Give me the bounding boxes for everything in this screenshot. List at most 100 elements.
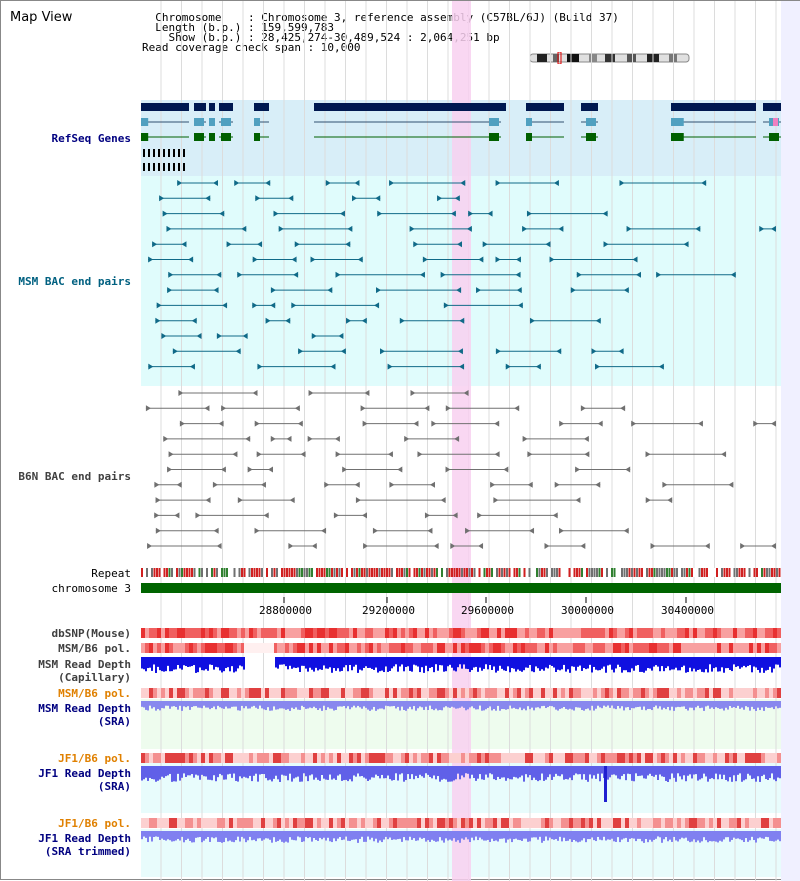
jf1-depth-trim-bar: [431, 831, 433, 840]
repeat-block: [296, 568, 298, 577]
msm-pol-cap-cell: [437, 643, 441, 653]
b6n-bac-end: [493, 497, 499, 504]
jf1-pol2-cell: [221, 818, 225, 828]
dbsnp-cell: [313, 628, 317, 638]
msm-depth-cap-bar: [185, 657, 187, 667]
b6n-bac-end: [155, 497, 161, 504]
msm-depth-cap-bar: [569, 657, 571, 673]
msm-bac-end: [216, 333, 222, 339]
msm-depth-sra-bar: [153, 701, 155, 708]
gene-exon-mark: [178, 149, 180, 157]
msm-depth-sra-bar: [427, 701, 429, 711]
repeat-block: [318, 568, 321, 577]
msm-depth-sra-bar: [147, 701, 149, 711]
msm-depth-cap-bar: [349, 657, 351, 665]
jf1-depth-sra-bar: [209, 766, 211, 780]
dbsnp-cell: [213, 628, 217, 638]
jf1-depth-trim-bar: [183, 831, 185, 843]
msm-depth-cap-bar: [591, 657, 593, 673]
jf1-pol-cell: [481, 753, 485, 763]
jf1-pol-cell: [453, 753, 457, 763]
jf1-depth-sra-bar: [729, 766, 731, 778]
msm-depth-sra-bar: [411, 701, 413, 710]
jf1-depth-sra-bar: [259, 766, 261, 775]
jf1-depth-sra-bar: [775, 766, 777, 782]
msm-pol-sra-cell: [217, 688, 221, 698]
dbsnp-cell: [305, 628, 309, 638]
jf1-depth-sra-bar: [249, 766, 251, 776]
msm-depth-sra-bar: [693, 701, 695, 711]
msm-depth-cap-bar: [407, 657, 409, 667]
jf1-pol-cell: [269, 753, 273, 763]
msm-depth-cap-bar: [553, 657, 555, 668]
msm-depth-cap-bar: [645, 657, 647, 671]
jf1-depth-trim-bar: [743, 831, 745, 843]
b6n-bac-end: [431, 420, 437, 427]
jf1-depth-trim-bar: [331, 831, 333, 843]
msm-depth-sra-bar: [247, 701, 249, 709]
msm-depth-cap-bar: [779, 657, 781, 668]
gene-exon: [221, 133, 231, 141]
msm-depth-cap-bar: [351, 657, 353, 671]
msm-pol-sra-cell: [709, 688, 713, 698]
msm-depth-cap-bar: [575, 657, 577, 671]
msm-depth-cap-bar: [203, 657, 205, 671]
msm-depth-sra-bar: [353, 701, 355, 706]
msm-depth-sra-bar: [675, 701, 677, 708]
msm-depth-sra-bar: [293, 701, 295, 709]
repeat-block: [481, 568, 483, 577]
jf1-depth-trim-bar: [585, 831, 587, 843]
msm-bac-end: [618, 348, 624, 355]
msm-depth-cap-bar: [441, 657, 443, 666]
msm-depth-cap-bar: [275, 657, 277, 668]
msm-depth-sra-bar: [155, 701, 157, 711]
gene-exon-mark: [173, 149, 175, 157]
jf1-depth-trim-bar: [617, 831, 619, 838]
msm-depth-cap-bar: [421, 657, 423, 668]
msm-pol-sra-cell: [513, 688, 517, 698]
jf1-depth-sra-bar: [213, 766, 215, 776]
jf1-depth-trim-bar: [537, 831, 539, 840]
repeat-block: [448, 568, 451, 577]
msm-pol-sra-cell: [389, 688, 393, 698]
jf1-pol2-cell: [769, 818, 773, 828]
msm-depth-sra-bar: [361, 701, 363, 709]
jf1-depth-trim-bar: [763, 831, 765, 839]
jf1-pol2-cell: [621, 818, 625, 828]
msm-pol-cap-cell: [213, 643, 217, 653]
msm-depth-sra-bar: [209, 701, 211, 710]
jf1-depth-sra-bar: [165, 766, 167, 777]
jf1-depth-sra-bar: [661, 766, 663, 777]
jf1-pol2-cell: [657, 818, 661, 828]
msm-depth-cap-bar: [381, 657, 383, 671]
msm-pol-sra-cell: [321, 688, 325, 698]
msm-bac-end: [205, 195, 211, 202]
msm-depth-cap-bar: [579, 657, 581, 666]
jf1-depth-trim-bar: [631, 831, 633, 839]
msm-bac-end: [387, 363, 393, 370]
jf1-depth-sra-bar: [263, 766, 265, 775]
jf1-depth-sra-bar: [523, 766, 525, 782]
msm-depth-cap-bar: [635, 657, 637, 666]
repeat-block: [263, 568, 266, 577]
msm-depth-sra-bar: [659, 701, 661, 707]
jf1-pol2-cell: [505, 818, 509, 828]
msm-depth-sra-bar: [385, 701, 387, 706]
repeat-block: [746, 568, 748, 577]
jf1-depth-trim-bar: [177, 831, 179, 839]
gene-exon-mark: [158, 149, 160, 157]
jf1-depth-sra-bar: [171, 766, 173, 782]
dbsnp-cell: [713, 628, 717, 638]
msm-pol-sra-cell: [745, 688, 749, 698]
jf1-depth-trim-bar: [299, 831, 301, 838]
msm-bac-end: [636, 271, 642, 278]
msm-depth-cap-bar: [293, 657, 295, 668]
msm-depth-cap-bar: [681, 657, 683, 668]
msm-bac-end: [476, 287, 482, 294]
jf1-depth-trim-bar: [317, 831, 319, 841]
msm-depth-sra-bar: [185, 701, 187, 708]
b6n-bac-end: [362, 420, 368, 427]
msm-depth-sra-bar: [335, 701, 337, 710]
jf1-depth-sra-bar: [667, 766, 669, 782]
